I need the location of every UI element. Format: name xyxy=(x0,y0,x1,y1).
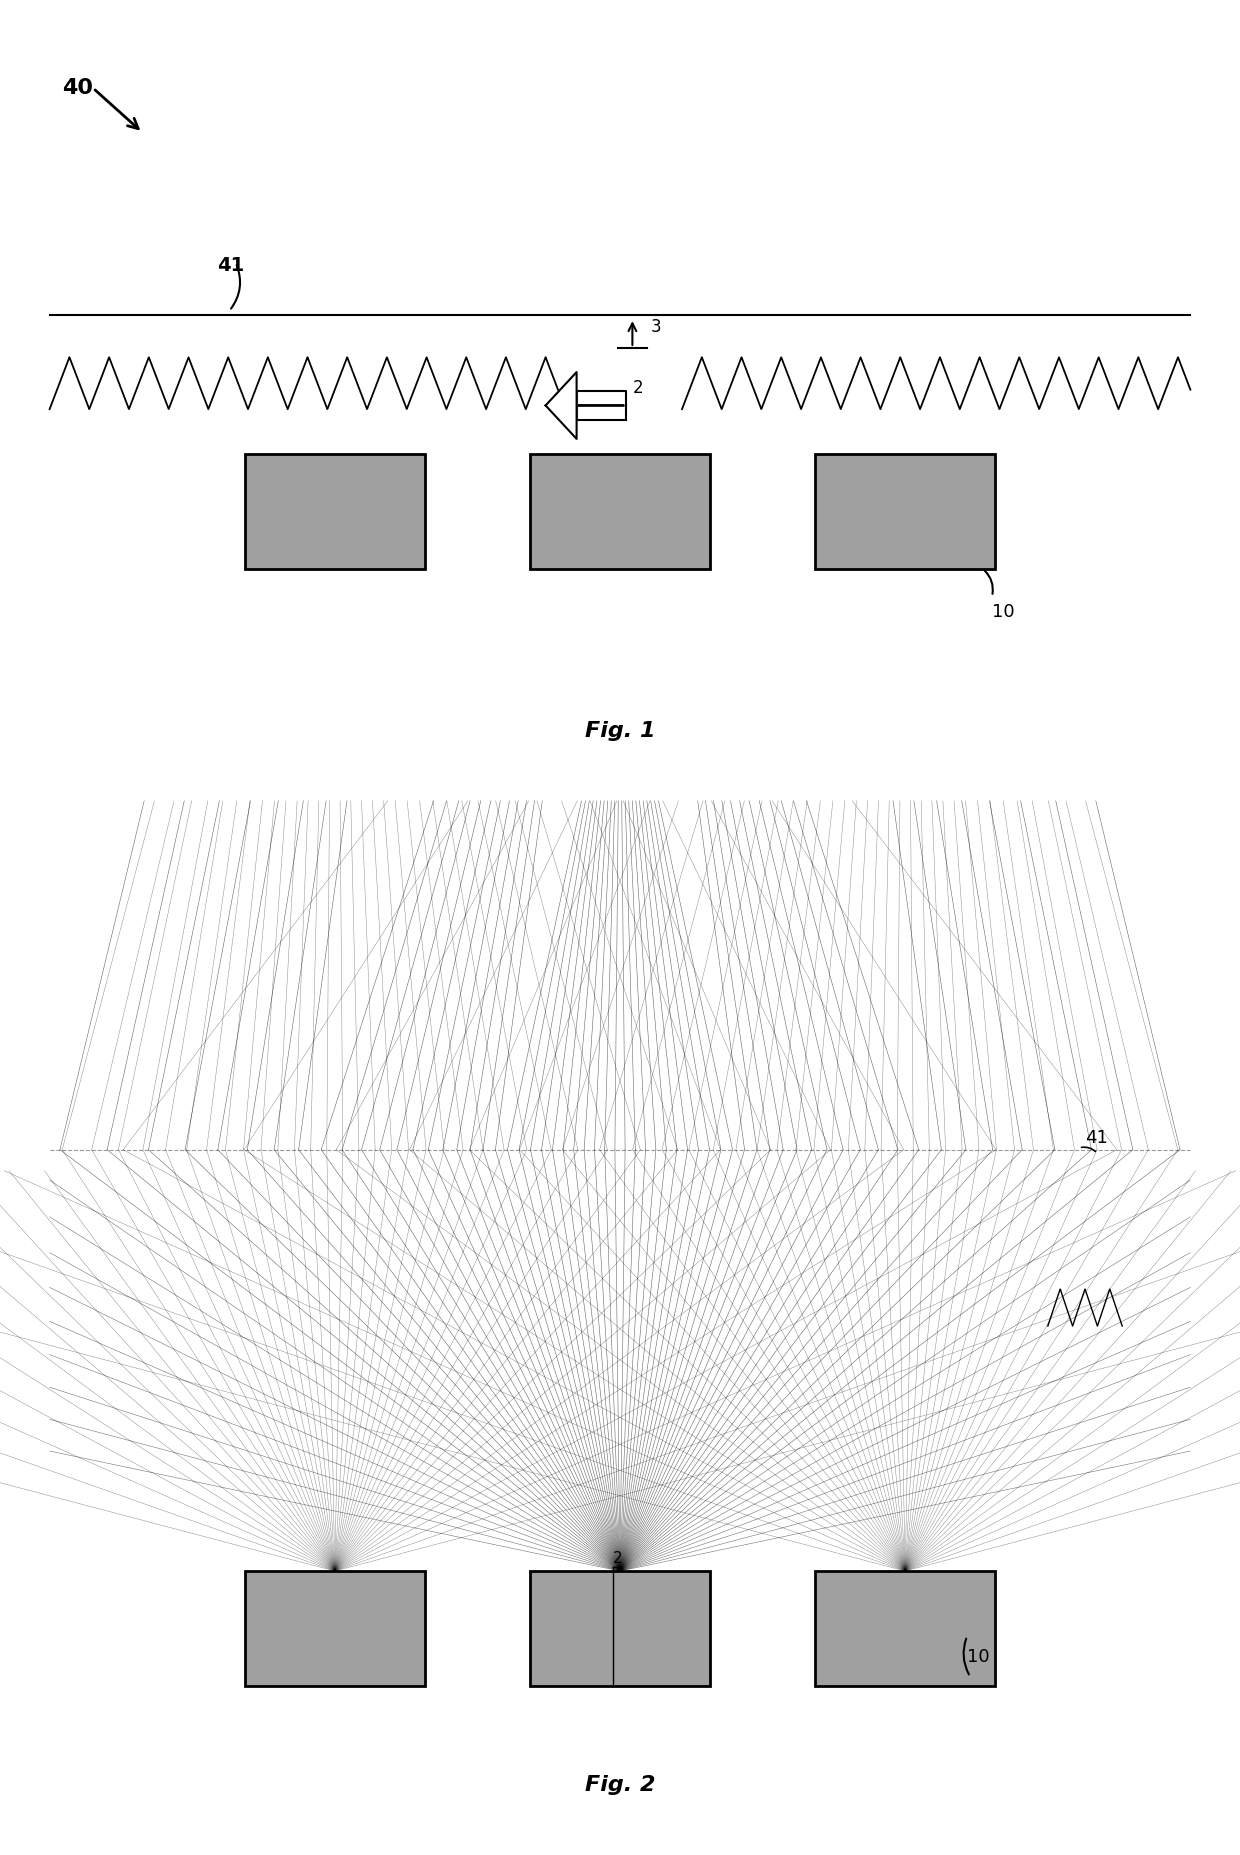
Text: 40: 40 xyxy=(62,78,93,98)
Bar xyxy=(531,454,711,569)
Text: 10: 10 xyxy=(992,603,1014,621)
Text: 2: 2 xyxy=(613,1551,622,1566)
Bar xyxy=(816,1571,994,1686)
Bar xyxy=(246,1571,424,1686)
Bar xyxy=(531,1571,711,1686)
Text: Fig. 1: Fig. 1 xyxy=(585,722,655,740)
Text: 10: 10 xyxy=(967,1647,990,1666)
Text: 41: 41 xyxy=(1085,1128,1107,1146)
Text: 3: 3 xyxy=(651,317,662,336)
Text: 41: 41 xyxy=(217,256,244,275)
Polygon shape xyxy=(546,373,577,440)
Bar xyxy=(816,454,994,569)
Bar xyxy=(246,454,424,569)
Text: 2: 2 xyxy=(632,378,644,397)
Text: Fig. 2: Fig. 2 xyxy=(585,1775,655,1794)
